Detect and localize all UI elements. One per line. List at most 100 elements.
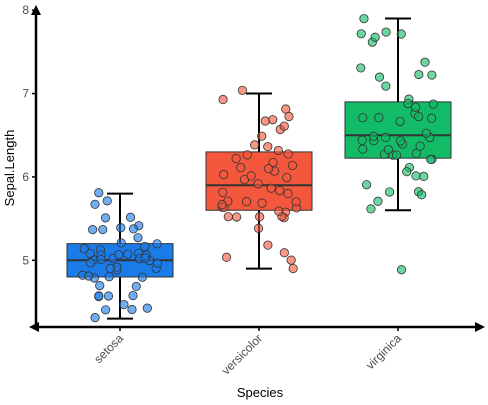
data-point-virginica xyxy=(411,102,421,112)
data-point-setosa xyxy=(103,291,114,301)
data-point-setosa xyxy=(128,224,139,234)
data-point-versicolor xyxy=(273,145,283,156)
data-point-setosa xyxy=(131,281,141,292)
data-point-versicolor xyxy=(287,160,298,170)
data-point-versicolor xyxy=(217,200,227,210)
data-point-virginica xyxy=(357,135,367,145)
data-point-virginica xyxy=(381,81,391,91)
data-point-virginica xyxy=(370,32,380,42)
box-group-setosa xyxy=(66,188,174,323)
x-axis-arrow-left-icon xyxy=(29,322,39,332)
data-point-setosa xyxy=(94,188,104,198)
data-point-versicolor xyxy=(250,140,260,150)
data-point-setosa xyxy=(85,248,95,259)
data-point-versicolor xyxy=(242,150,252,160)
data-point-versicolor xyxy=(264,164,274,174)
data-point-setosa xyxy=(137,272,147,282)
box-group-virginica xyxy=(344,14,452,275)
data-point-virginica xyxy=(428,99,438,109)
data-point-setosa xyxy=(84,271,94,281)
data-point-virginica xyxy=(396,29,406,39)
data-point-setosa xyxy=(100,213,111,223)
data-point-virginica xyxy=(358,113,368,123)
data-point-setosa xyxy=(133,233,143,243)
data-point-versicolor xyxy=(246,171,256,181)
x-tick-label: virginica xyxy=(363,331,404,372)
y-tick-label: 5 xyxy=(22,253,29,267)
data-point-virginica xyxy=(383,145,394,155)
data-point-virginica xyxy=(395,136,406,146)
data-point-setosa xyxy=(98,224,108,235)
data-point-versicolor xyxy=(286,255,296,265)
data-point-versicolor xyxy=(275,186,285,196)
data-point-virginica xyxy=(358,144,368,154)
data-point-setosa xyxy=(102,196,112,206)
data-point-versicolor xyxy=(281,104,291,114)
x-axis-arrow-right-icon xyxy=(475,322,485,332)
data-point-setosa xyxy=(86,258,96,268)
y-tick-label: 7 xyxy=(22,87,29,101)
x-tick-label: setosa xyxy=(91,331,126,366)
data-point-versicolor xyxy=(257,198,267,208)
data-point-setosa xyxy=(116,238,126,248)
data-point-setosa xyxy=(119,299,129,310)
data-point-versicolor xyxy=(288,263,298,274)
data-point-setosa xyxy=(88,225,98,235)
data-point-setosa xyxy=(116,223,126,233)
data-point-versicolor xyxy=(253,223,264,233)
data-point-versicolor xyxy=(268,157,278,168)
data-point-virginica xyxy=(391,150,402,160)
data-point-virginica xyxy=(381,27,391,37)
data-point-virginica xyxy=(411,148,421,158)
data-point-virginica xyxy=(426,154,436,164)
data-point-setosa xyxy=(90,313,100,323)
data-point-versicolor xyxy=(218,94,228,105)
data-point-setosa xyxy=(140,253,150,263)
data-point-versicolor xyxy=(260,116,270,126)
data-point-versicolor xyxy=(266,183,276,193)
data-point-setosa xyxy=(95,281,105,291)
data-point-virginica xyxy=(411,171,421,181)
data-point-setosa xyxy=(104,272,114,282)
data-point-versicolor xyxy=(284,111,294,122)
points-virginica xyxy=(356,14,438,275)
data-point-versicolor xyxy=(283,188,293,199)
data-point-versicolor xyxy=(263,240,273,250)
data-point-setosa xyxy=(105,263,115,273)
data-point-virginica xyxy=(417,190,427,200)
data-point-versicolor xyxy=(218,187,228,197)
data-point-versicolor xyxy=(279,248,289,258)
data-point-virginica xyxy=(356,63,366,73)
y-axis-title: Sepal.Length xyxy=(2,130,17,207)
data-point-versicolor xyxy=(232,212,242,222)
data-point-versicolor xyxy=(223,212,233,222)
data-point-virginica xyxy=(368,131,379,141)
data-point-versicolor xyxy=(283,149,293,159)
data-point-versicolor xyxy=(257,131,267,141)
x-tick-label: versicolor xyxy=(219,331,265,377)
data-point-virginica xyxy=(419,171,429,181)
data-point-virginica xyxy=(374,113,384,123)
data-point-versicolor xyxy=(253,179,263,189)
data-point-versicolor xyxy=(282,172,292,183)
data-point-virginica xyxy=(359,14,369,24)
data-point-setosa xyxy=(128,290,138,301)
data-point-setosa xyxy=(101,305,111,315)
data-point-virginica xyxy=(373,196,383,206)
data-point-setosa xyxy=(123,249,133,259)
data-point-virginica xyxy=(395,116,405,127)
data-point-versicolor xyxy=(237,85,248,95)
data-point-virginica xyxy=(384,187,395,197)
box-group-versicolor xyxy=(205,85,313,274)
data-point-setosa xyxy=(152,239,162,249)
y-tick-label: 6 xyxy=(22,170,29,184)
data-point-versicolor xyxy=(219,169,229,180)
data-point-virginica xyxy=(366,204,376,214)
data-point-setosa xyxy=(127,304,137,315)
data-point-setosa xyxy=(94,291,104,301)
plot-marks xyxy=(66,14,452,323)
data-point-setosa xyxy=(140,241,150,252)
data-point-setosa xyxy=(90,199,100,209)
data-point-virginica xyxy=(414,69,424,80)
data-point-versicolor xyxy=(279,121,289,131)
